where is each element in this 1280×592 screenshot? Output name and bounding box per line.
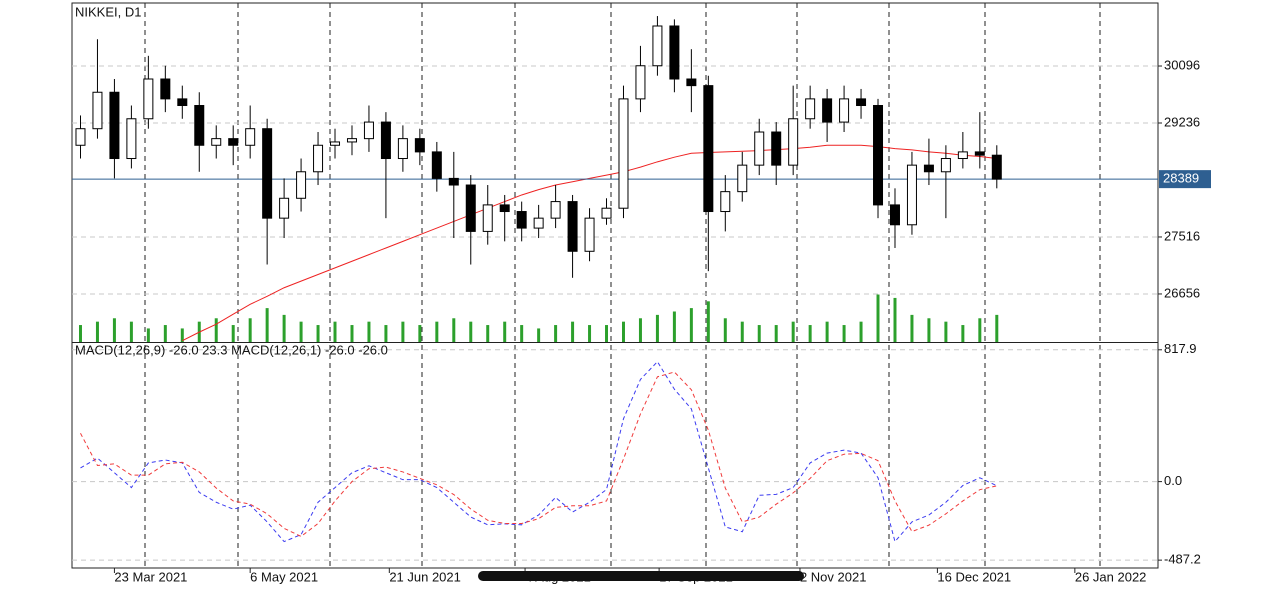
candle-body — [584, 217, 595, 252]
indicator-title: MACD(12,26,9) -26.0 23.3 MACD(12,26,1) -… — [75, 342, 388, 357]
y-tick-label: -487.2 — [1164, 552, 1201, 567]
y-tick-label: 26656 — [1164, 285, 1200, 300]
candle-body — [143, 78, 154, 120]
x-tick-label: 21 Jun 2021 — [389, 569, 461, 584]
candle-body — [482, 204, 493, 232]
y-tick-label: 29236 — [1164, 114, 1200, 129]
x-tick-label: 26 Jan 2022 — [1075, 569, 1147, 584]
candle-body — [245, 128, 256, 146]
candle-body — [703, 85, 714, 213]
candle-body — [448, 177, 459, 186]
candle-body — [737, 164, 748, 193]
candle-body — [940, 158, 951, 173]
candle-body — [262, 128, 273, 219]
plot-layer: 26656 27516 29236 30096 23 Mar 2021 6 May 202… — [72, 16, 1211, 584]
x-tick-label: 23 Mar 2021 — [114, 569, 187, 584]
candle-body — [669, 25, 680, 80]
candle-body — [618, 98, 629, 209]
candle-body — [363, 121, 374, 140]
candle-body — [856, 98, 867, 107]
candle-body — [567, 201, 578, 252]
y-tick-label: 817.9 — [1164, 341, 1197, 356]
candle-body — [788, 118, 799, 166]
x-tick-label: 16 Dec 2021 — [937, 569, 1011, 584]
candle-body — [906, 164, 917, 226]
x-tick-label: 6 May 2021 — [250, 569, 318, 584]
candle-body — [720, 191, 731, 213]
candle-body — [397, 138, 408, 160]
candle-body — [228, 138, 239, 146]
moving-average — [182, 144, 997, 342]
panel — [72, 16, 1158, 342]
x-tick-label: 2 Nov 2021 — [800, 569, 867, 584]
candle-body — [957, 151, 968, 160]
candle-body — [75, 128, 86, 146]
macd-line — [80, 360, 998, 543]
y-tick-label: 0.0 — [1164, 473, 1182, 488]
candle-body — [499, 204, 510, 213]
scrollbar[interactable] — [478, 571, 804, 581]
candle-body — [923, 164, 934, 173]
candle-body — [601, 207, 612, 219]
chart-title: NIKKEI, D1 — [75, 4, 141, 19]
panel — [72, 349, 1158, 561]
candle-body — [974, 151, 985, 156]
candle-body — [126, 118, 137, 160]
candle-body — [822, 98, 833, 123]
candle-body — [109, 91, 120, 160]
candle-body — [686, 78, 697, 87]
candle-body — [652, 25, 663, 67]
candle-body — [754, 131, 765, 166]
candle-body — [92, 91, 103, 130]
macd-line — [80, 371, 997, 537]
candle-body — [431, 151, 442, 179]
candle-body — [313, 144, 324, 173]
candle-body — [177, 98, 188, 107]
plot-frame — [71, 2, 1159, 569]
candle-body — [516, 211, 527, 229]
candle-body — [533, 217, 544, 229]
candle-body — [194, 105, 205, 146]
candle-body — [465, 184, 476, 232]
candle-body — [635, 65, 646, 100]
candle-body — [550, 201, 561, 219]
y-tick-label: 30096 — [1164, 57, 1200, 72]
last-price-box — [1159, 170, 1211, 189]
y-tick-label: 27516 — [1164, 228, 1200, 243]
candle-body — [160, 78, 171, 100]
candle-body — [346, 138, 357, 143]
candle-body — [839, 98, 850, 123]
candle-body — [805, 98, 816, 120]
candle-body — [873, 105, 884, 206]
candle-body — [330, 141, 341, 146]
candle-body — [279, 197, 290, 219]
last-price-label: 28389 — [1163, 171, 1199, 186]
candle-body — [296, 171, 307, 199]
candle-body — [771, 131, 782, 166]
candle-body — [380, 121, 391, 160]
candle-body — [889, 204, 900, 226]
candle-body — [211, 138, 222, 146]
candle-body — [414, 138, 425, 153]
candle-body — [991, 154, 1002, 180]
